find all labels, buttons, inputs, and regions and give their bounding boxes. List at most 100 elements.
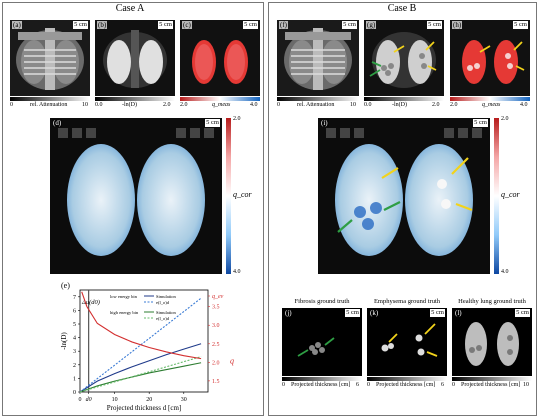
chart-e-legend-entry: Simulation (156, 310, 177, 315)
colorbar-a (10, 97, 90, 101)
label-e: (e) (61, 281, 70, 290)
case-a-title: Case A (115, 3, 145, 14)
label-h: (h) (452, 21, 463, 29)
colorbar-k-label: Projected thickness [cm] (376, 382, 436, 388)
colorbar-d-label: q_cor (233, 190, 252, 199)
panel-l-healthy: (l) 5 cm (452, 308, 532, 376)
scale-bar-f: 5 cm (342, 21, 357, 29)
label-l: (l) (454, 309, 463, 317)
chart-e-ytick-label: 7 (73, 295, 76, 301)
colorbar-g-max: 2.0 (432, 102, 440, 108)
colorbar-f (277, 97, 359, 101)
scale-bar-k: 5 cm (430, 309, 445, 317)
chart-e-ytick-label: 5 (73, 322, 76, 328)
chart-e-legend-entry: e(l_o)d (156, 316, 170, 321)
chart-e-ytick-label: 4 (73, 336, 76, 342)
scale-bar-h: 5 cm (513, 21, 528, 29)
colorbar-h-label: q_meas (482, 102, 501, 108)
chart-e-y2tick-label: 3.0 (212, 323, 220, 329)
scale-bar-a: 5 cm (73, 21, 88, 29)
scale-bar-d: 5 cm (205, 119, 220, 127)
case-a-frame (2, 2, 264, 416)
chart-e-xtick-label: 30 (181, 397, 187, 403)
colorbar-i-top: 2.0 (501, 116, 509, 122)
label-g: (g) (366, 21, 377, 29)
colorbar-a-min: 0 (10, 102, 13, 108)
colorbar-h-max: 4.0 (520, 102, 528, 108)
colorbar-j-label: Projected thickness [cm] (291, 382, 351, 388)
chart-e-series-2 (79, 362, 202, 393)
colorbar-l (452, 377, 532, 381)
case-b-frame (268, 2, 537, 416)
colorbar-i-bottom: 4.0 (501, 269, 509, 275)
colorbar-a-label: rel. Attenuation (30, 102, 68, 108)
scale-bar-g: 5 cm (427, 21, 442, 29)
chart-e-xtick-label: 20 (146, 397, 152, 403)
chart-e-ylabel: -ln(D) (60, 332, 68, 350)
panel-c-qmeas: (c) 5 cm (180, 20, 260, 96)
colorbar-b-min: 0.0 (95, 102, 103, 108)
chart-e-xlabel: Projected thickness d [cm] (107, 404, 181, 412)
label-c: (c) (182, 21, 192, 29)
colorbar-d (226, 118, 231, 274)
colorbar-f-label: rel. Attenuation (297, 102, 335, 108)
gt-l-title: Healthy lung ground truth (458, 298, 526, 305)
chart-e-legend-entry: Simulation (156, 294, 177, 299)
panel-g-lnD: (g) 5 cm (364, 20, 444, 96)
colorbar-b-max: 2.0 (163, 102, 171, 108)
chart-e-ytick-label: 0 (73, 390, 76, 396)
chart-e-legend-group: low energy bin (110, 294, 138, 299)
colorbar-i-label: q_cor (501, 190, 520, 199)
gt-k-title: Emphysema ground truth (373, 298, 441, 305)
chart-e-series-4 (81, 291, 202, 360)
panel-k-emphysema: (k) 5 cm (367, 308, 447, 376)
colorbar-b (95, 97, 175, 101)
scale-bar-i: 5 cm (473, 119, 488, 127)
colorbar-g-label: -ln(D) (392, 102, 407, 108)
colorbar-l-max: 10 (523, 382, 529, 388)
colorbar-h (450, 97, 530, 101)
chart-e-ytick-label: 3 (73, 349, 76, 355)
chart-e-legend-group: high energy bin (110, 310, 139, 315)
colorbar-c-max: 4.0 (250, 102, 258, 108)
panel-b-lnD: (b) 5 cm (95, 20, 175, 96)
chart-e-series-1 (79, 297, 202, 393)
label-j: (j) (284, 309, 293, 317)
colorbar-d-top: 2.0 (233, 116, 241, 122)
panel-d-qcor: (d) 5 cm (50, 118, 222, 274)
chart-e-y2tick-label: 1.5 (212, 379, 220, 385)
label-d: (d) (52, 119, 63, 127)
chart-e-ytick-label: 6 (73, 308, 76, 314)
colorbar-k (367, 377, 447, 381)
chart-e-series-0 (79, 343, 202, 393)
label-i: (i) (320, 119, 329, 127)
scale-bar-b: 5 cm (158, 21, 173, 29)
colorbar-j-min: 0 (282, 382, 285, 388)
chart-e-legend-entry: e(l_o)d (156, 300, 170, 305)
label-b: (b) (97, 21, 108, 29)
colorbar-c-min: 2.0 (180, 102, 188, 108)
chart-e-xtick-label: 0 (79, 397, 82, 403)
colorbar-i (494, 118, 499, 274)
chart-e-axes-frame (79, 289, 209, 393)
chart-e-y2tick-label: 2.0 (212, 360, 220, 366)
panel-f-attenuation: (f) 5 cm (277, 20, 359, 96)
colorbar-g-min: 0.0 (364, 102, 372, 108)
colorbar-c (180, 97, 260, 101)
colorbar-j (282, 377, 362, 381)
case-b-title: Case B (387, 3, 417, 14)
chart-e-xtick-label: d0 (86, 397, 92, 403)
colorbar-a-max: 10 (82, 102, 88, 108)
label-a: (a) (12, 21, 22, 29)
colorbar-j-max: 6 (356, 382, 359, 388)
colorbar-l-label: Projected thickness [cm] (461, 382, 521, 388)
gt-j-title: Fibrosis ground truth (294, 298, 350, 305)
chart-e: 0 1 2 3 4 5 6 7 1.5 2.0 2.5 3.0 3.5 q_ev 0 d0 10 20 30Proj… (60, 289, 234, 412)
chart-e-ytick-label: 1 (73, 376, 76, 382)
colorbar-h-min: 2.0 (450, 102, 458, 108)
chart-e-y2tick-label: 3.5 (212, 305, 220, 311)
chart-e-y2tick-label: 2.5 (212, 342, 220, 348)
panel-a-attenuation: (a) 5 cm (10, 20, 90, 96)
colorbar-f-min: 0 (277, 102, 280, 108)
colorbar-f-max: 10 (350, 102, 356, 108)
